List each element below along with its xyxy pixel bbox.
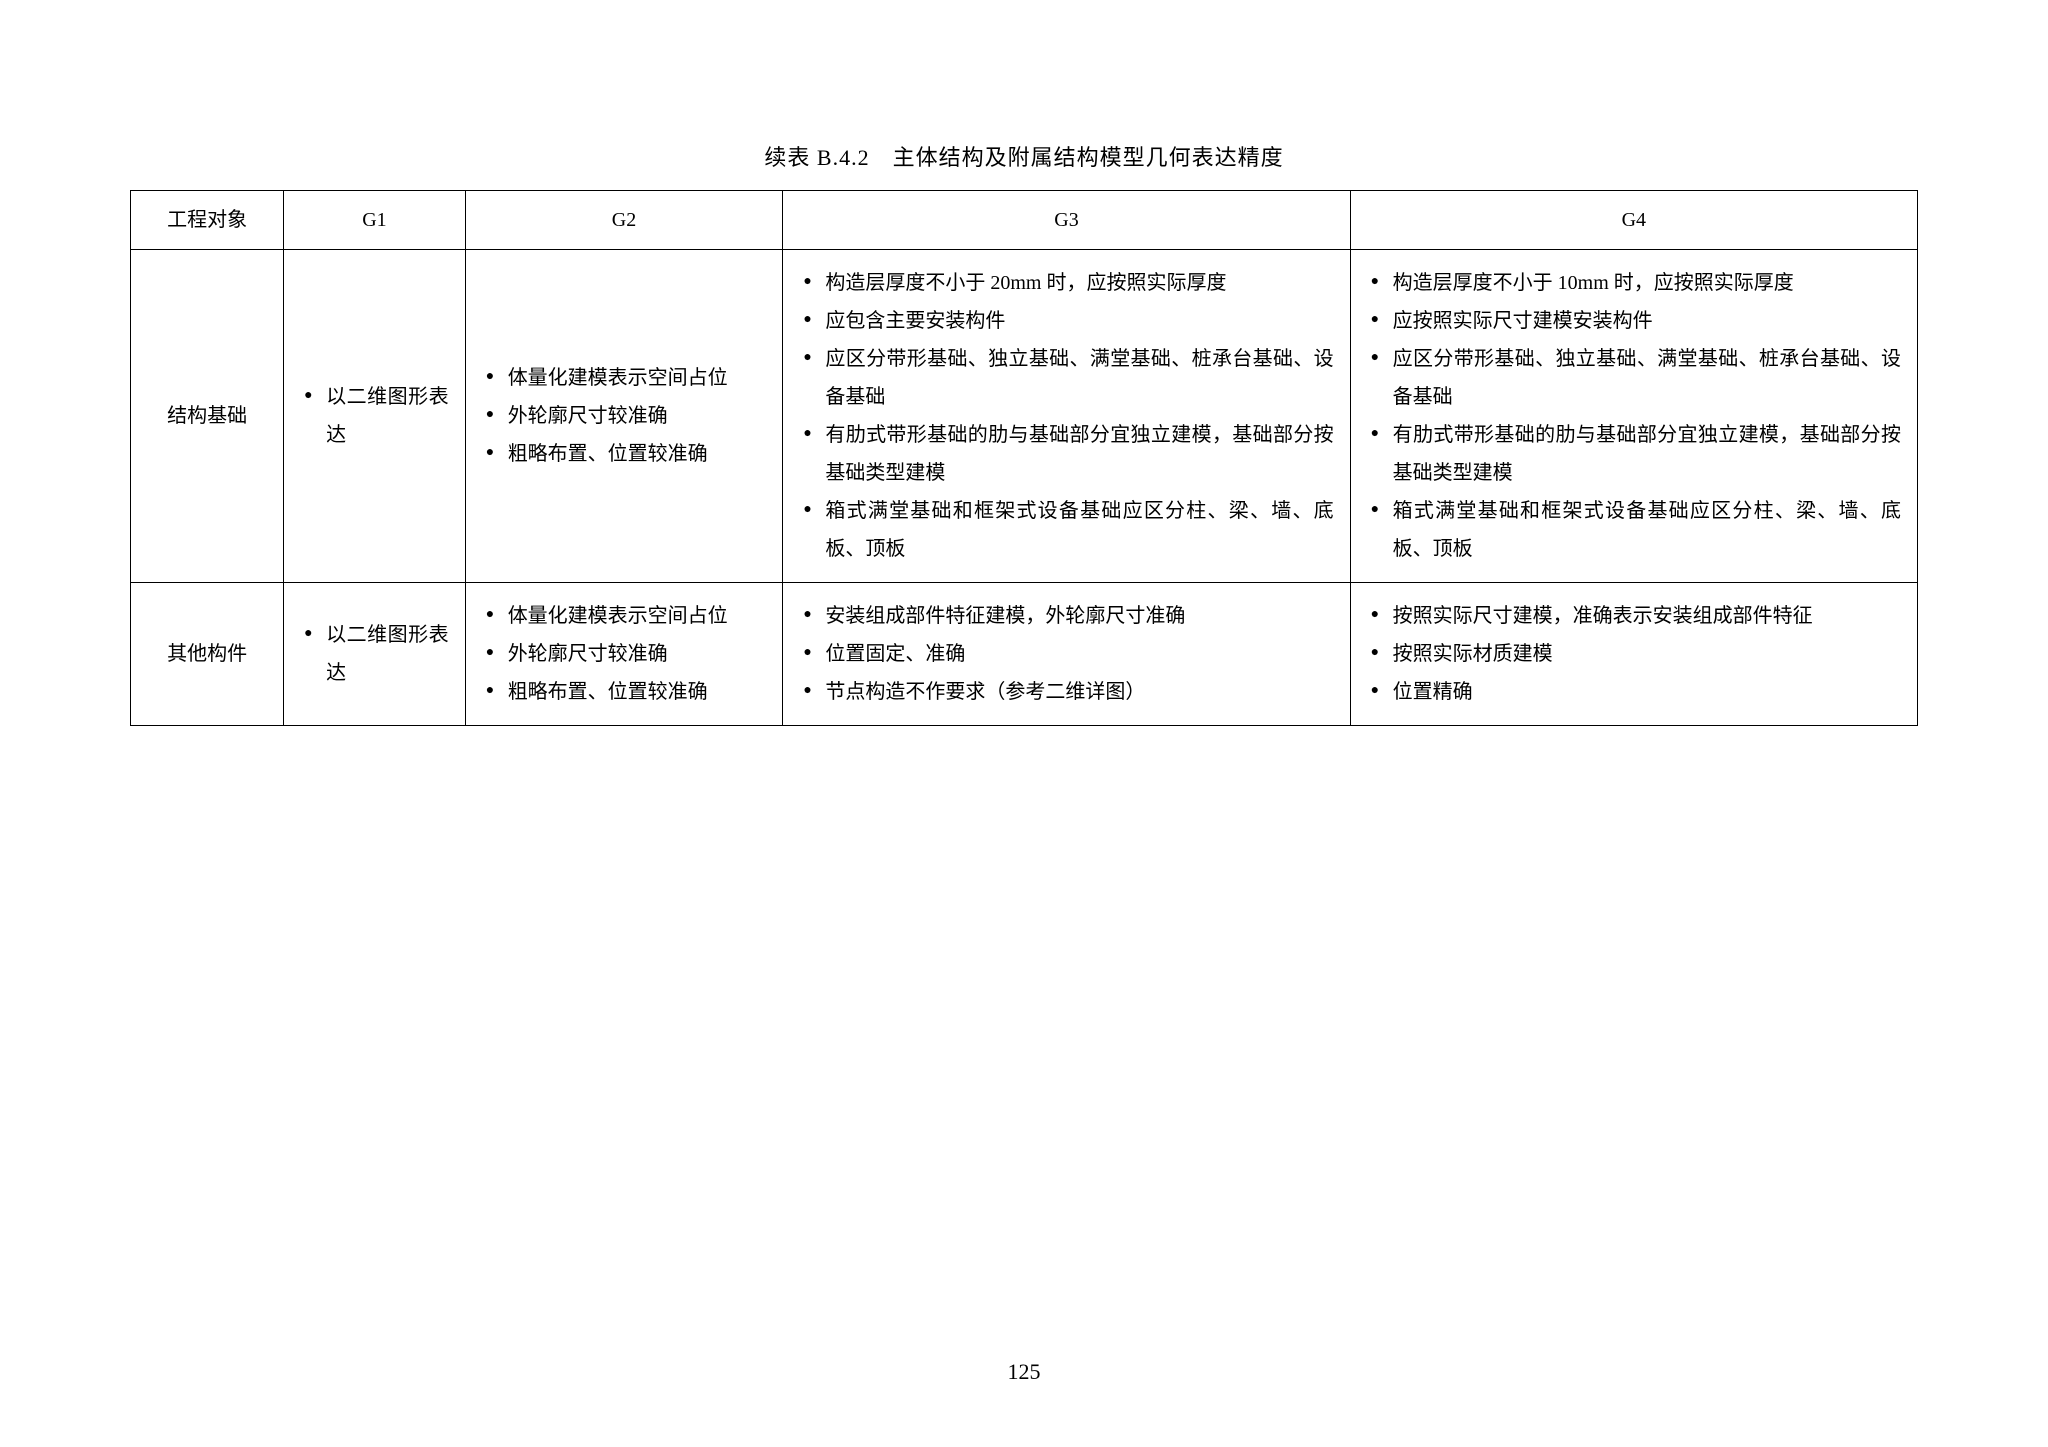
bullet-item: 应按照实际尺寸建模安装构件 xyxy=(1371,302,1901,340)
bullet-item: 外轮廓尺寸较准确 xyxy=(486,635,767,673)
bullet-item: 按照实际尺寸建模，准确表示安装组成部件特征 xyxy=(1371,597,1901,635)
bullet-list: 体量化建模表示空间占位 外轮廓尺寸较准确 粗略布置、位置较准确 xyxy=(482,597,767,711)
bullet-item: 体量化建模表示空间占位 xyxy=(486,597,767,635)
cell-g4: 按照实际尺寸建模，准确表示安装组成部件特征 按照实际材质建模 位置精确 xyxy=(1350,583,1917,726)
table-header-row: 工程对象 G1 G2 G3 G4 xyxy=(131,191,1918,250)
bullet-item: 应包含主要安装构件 xyxy=(803,302,1333,340)
bullet-item: 安装组成部件特征建模，外轮廓尺寸准确 xyxy=(803,597,1333,635)
bullet-item: 以二维图形表达 xyxy=(304,616,449,692)
page-number: 125 xyxy=(0,1359,2048,1385)
document-page: 续表 B.4.2 主体结构及附属结构模型几何表达精度 工程对象 G1 G2 G3… xyxy=(0,0,2048,1447)
bullet-item: 粗略布置、位置较准确 xyxy=(486,435,767,473)
cell-object-name: 结构基础 xyxy=(131,250,284,583)
cell-object-name: 其他构件 xyxy=(131,583,284,726)
bullet-item: 有肋式带形基础的肋与基础部分宜独立建模，基础部分按基础类型建模 xyxy=(803,416,1333,492)
bullet-list: 构造层厚度不小于 10mm 时，应按照实际厚度 应按照实际尺寸建模安装构件 应区… xyxy=(1367,264,1901,568)
bullet-item: 箱式满堂基础和框架式设备基础应区分柱、梁、墙、底板、顶板 xyxy=(1371,492,1901,568)
cell-g4: 构造层厚度不小于 10mm 时，应按照实际厚度 应按照实际尺寸建模安装构件 应区… xyxy=(1350,250,1917,583)
header-col-0: 工程对象 xyxy=(131,191,284,250)
bullet-item: 外轮廓尺寸较准确 xyxy=(486,397,767,435)
header-col-4: G4 xyxy=(1350,191,1917,250)
bullet-item: 应区分带形基础、独立基础、满堂基础、桩承台基础、设备基础 xyxy=(803,340,1333,416)
table-row: 结构基础 以二维图形表达 体量化建模表示空间占位 外轮廓尺寸较准确 粗略布置、位… xyxy=(131,250,1918,583)
bullet-item: 应区分带形基础、独立基础、满堂基础、桩承台基础、设备基础 xyxy=(1371,340,1901,416)
bullet-list: 构造层厚度不小于 20mm 时，应按照实际厚度 应包含主要安装构件 应区分带形基… xyxy=(799,264,1333,568)
header-col-3: G3 xyxy=(783,191,1350,250)
bullet-list: 体量化建模表示空间占位 外轮廓尺寸较准确 粗略布置、位置较准确 xyxy=(482,359,767,473)
bullet-list: 按照实际尺寸建模，准确表示安装组成部件特征 按照实际材质建模 位置精确 xyxy=(1367,597,1901,711)
bullet-item: 构造层厚度不小于 20mm 时，应按照实际厚度 xyxy=(803,264,1333,302)
bullet-item: 体量化建模表示空间占位 xyxy=(486,359,767,397)
cell-g3: 构造层厚度不小于 20mm 时，应按照实际厚度 应包含主要安装构件 应区分带形基… xyxy=(783,250,1350,583)
cell-g2: 体量化建模表示空间占位 外轮廓尺寸较准确 粗略布置、位置较准确 xyxy=(465,583,783,726)
bullet-list: 安装组成部件特征建模，外轮廓尺寸准确 位置固定、准确 节点构造不作要求（参考二维… xyxy=(799,597,1333,711)
bullet-item: 节点构造不作要求（参考二维详图） xyxy=(803,673,1333,711)
bullet-list: 以二维图形表达 xyxy=(300,378,449,454)
cell-g1: 以二维图形表达 xyxy=(284,583,466,726)
header-col-1: G1 xyxy=(284,191,466,250)
header-col-2: G2 xyxy=(465,191,783,250)
precision-table: 工程对象 G1 G2 G3 G4 结构基础 以二维图形表达 体量化建模表示空间占… xyxy=(130,190,1918,726)
bullet-item: 位置精确 xyxy=(1371,673,1901,711)
bullet-item: 粗略布置、位置较准确 xyxy=(486,673,767,711)
table-row: 其他构件 以二维图形表达 体量化建模表示空间占位 外轮廓尺寸较准确 粗略布置、位… xyxy=(131,583,1918,726)
bullet-item: 有肋式带形基础的肋与基础部分宜独立建模，基础部分按基础类型建模 xyxy=(1371,416,1901,492)
bullet-item: 以二维图形表达 xyxy=(304,378,449,454)
bullet-item: 构造层厚度不小于 10mm 时，应按照实际厚度 xyxy=(1371,264,1901,302)
table-title: 续表 B.4.2 主体结构及附属结构模型几何表达精度 xyxy=(130,140,1918,172)
bullet-item: 箱式满堂基础和框架式设备基础应区分柱、梁、墙、底板、顶板 xyxy=(803,492,1333,568)
bullet-item: 按照实际材质建模 xyxy=(1371,635,1901,673)
cell-g1: 以二维图形表达 xyxy=(284,250,466,583)
bullet-list: 以二维图形表达 xyxy=(300,616,449,692)
bullet-item: 位置固定、准确 xyxy=(803,635,1333,673)
cell-g3: 安装组成部件特征建模，外轮廓尺寸准确 位置固定、准确 节点构造不作要求（参考二维… xyxy=(783,583,1350,726)
cell-g2: 体量化建模表示空间占位 外轮廓尺寸较准确 粗略布置、位置较准确 xyxy=(465,250,783,583)
